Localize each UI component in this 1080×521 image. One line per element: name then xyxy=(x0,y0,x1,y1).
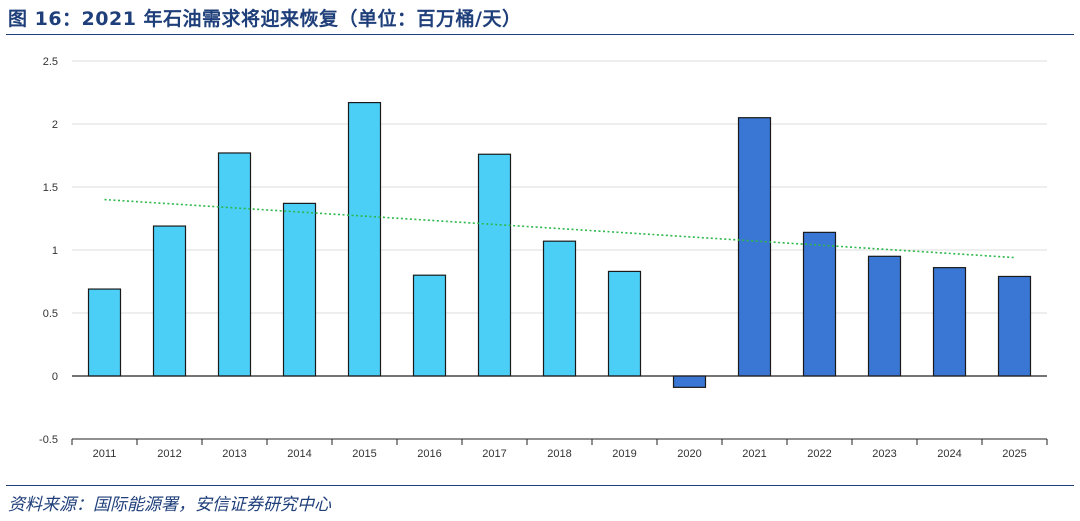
bar-2015 xyxy=(347,101,382,377)
trendline xyxy=(104,198,1015,259)
x-tick-label: 2024 xyxy=(937,448,961,460)
bar-2012 xyxy=(152,225,187,377)
bar-2020 xyxy=(672,375,707,388)
x-tick-label: 2020 xyxy=(677,448,701,460)
y-tick-label: 0.5 xyxy=(43,308,58,320)
bar-chart: -0.500.511.522.5 2011 2012 2013 2014 2015 201… xyxy=(39,56,1048,460)
source-note: 资料来源：国际能源署，安信证券研究中心 xyxy=(8,495,331,515)
x-tick-label: 2018 xyxy=(547,448,571,460)
title-divider xyxy=(6,34,1074,35)
bar-2019 xyxy=(607,270,642,377)
bar-2018 xyxy=(542,240,577,377)
x-tick-label: 2015 xyxy=(352,448,376,460)
y-tick-label: 0 xyxy=(52,371,58,383)
y-tick-label: 1 xyxy=(52,245,58,257)
y-tick-label: -0.5 xyxy=(39,434,58,446)
x-tick-label: 2013 xyxy=(222,448,246,460)
bar-2014 xyxy=(282,202,317,377)
bar-2013 xyxy=(217,152,252,377)
axes xyxy=(71,375,1048,445)
chart-title: 图 16：2021 年石油需求将迎来恢复（单位：百万桶/天） xyxy=(8,8,522,30)
x-tick-label: 2022 xyxy=(807,448,831,460)
x-tick-label: 2016 xyxy=(417,448,441,460)
x-tick-label: 2019 xyxy=(612,448,636,460)
bar-2022 xyxy=(802,231,837,377)
bar-2024 xyxy=(932,267,967,377)
y-tick-label: 2.5 xyxy=(43,56,58,68)
bar-2023 xyxy=(867,255,902,377)
x-tick-label: 2011 xyxy=(93,448,117,460)
x-tick-label: 2021 xyxy=(742,448,766,460)
x-tick-label: 2023 xyxy=(872,448,896,460)
x-tick-label: 2025 xyxy=(1002,448,1026,460)
bars xyxy=(87,101,1032,388)
trendline-group xyxy=(104,198,1015,259)
bar-2025 xyxy=(997,275,1032,377)
bar-2017 xyxy=(477,153,512,377)
y-tick-label: 1.5 xyxy=(43,182,58,194)
y-axis-ticks: -0.5 0 0.5 1 1.5 2 2.5 xyxy=(39,56,58,446)
x-tick-label: 2014 xyxy=(287,448,311,460)
bar-2021 xyxy=(737,117,772,377)
x-tick-label: 2017 xyxy=(482,448,506,460)
bar-2016 xyxy=(412,274,447,377)
bar-2011 xyxy=(87,288,122,377)
x-tick-label: 2012 xyxy=(157,448,181,460)
y-tick-label: 2 xyxy=(52,119,58,131)
x-axis-ticks: 2011 2012 2013 2014 2015 2016 2017 2018 2019 2020… xyxy=(93,448,1027,460)
source-divider xyxy=(6,485,1074,486)
